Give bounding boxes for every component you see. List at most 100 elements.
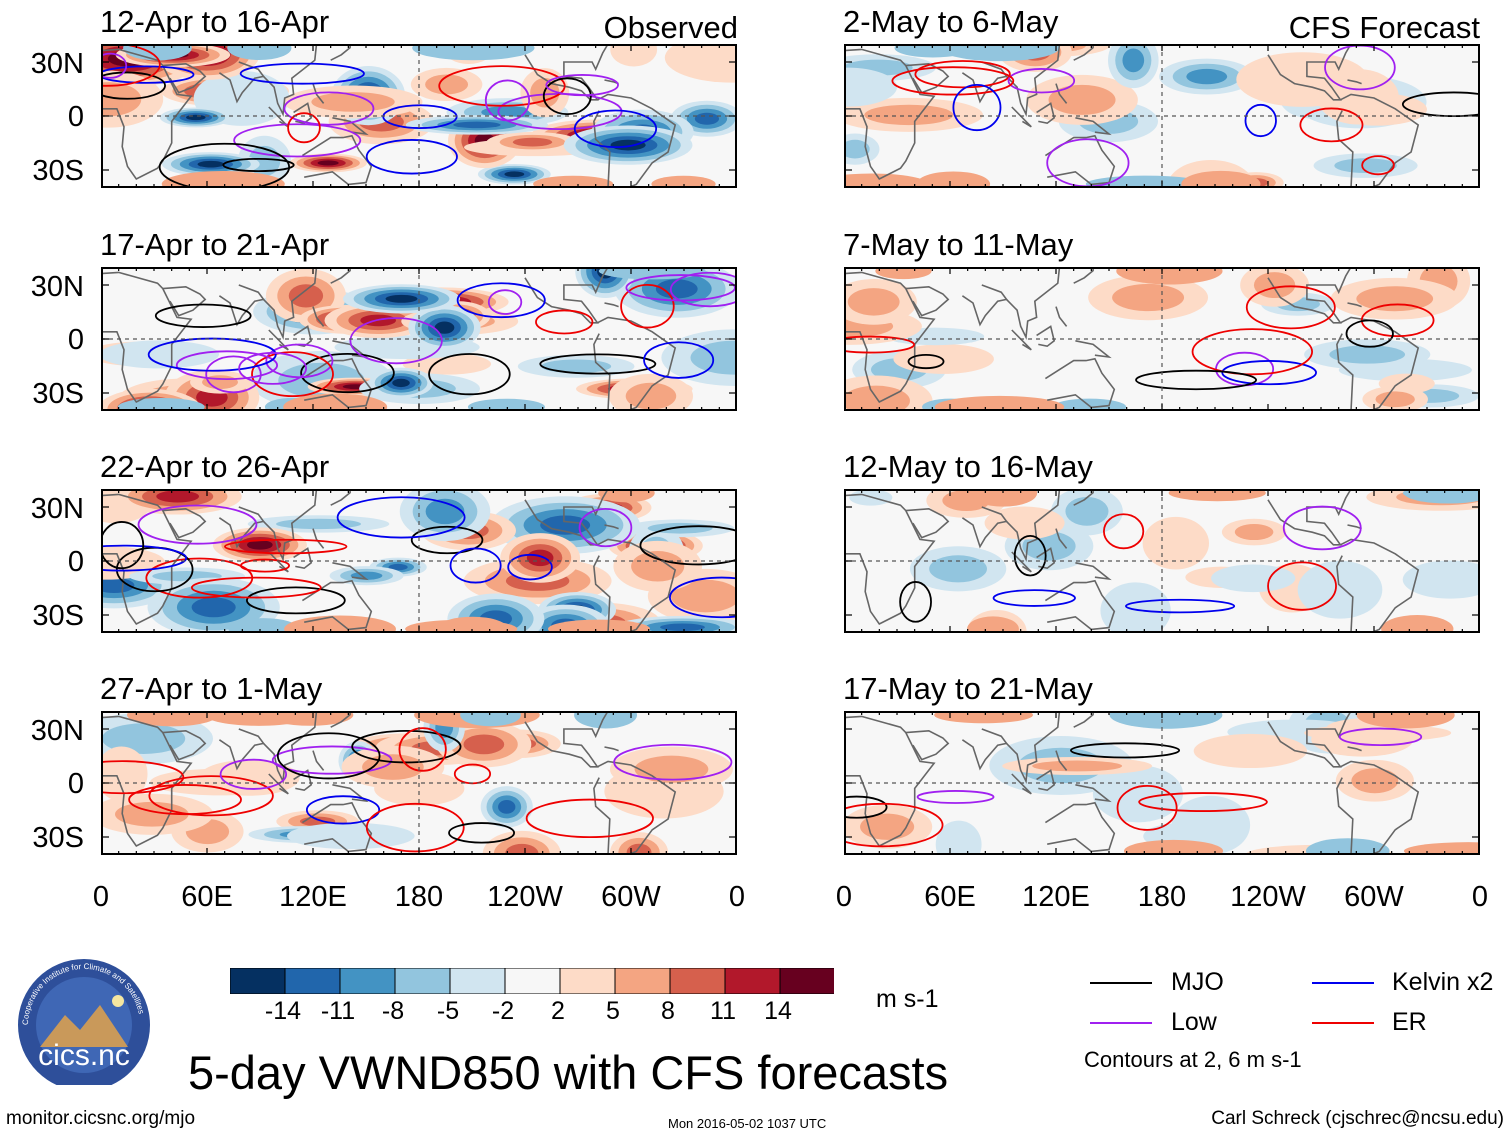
footer-timestamp: Mon 2016-05-02 1037 UTC bbox=[668, 1116, 827, 1131]
positive-anomaly bbox=[1048, 84, 1116, 115]
coastline bbox=[524, 267, 609, 324]
positive-anomaly bbox=[1375, 391, 1415, 408]
coastline bbox=[905, 507, 950, 539]
panel-title-fc-3: 12-May to 16-May bbox=[843, 449, 1093, 484]
map-panel-forecast-4 bbox=[844, 711, 1480, 855]
negative-anomaly bbox=[610, 139, 646, 151]
low-contour bbox=[283, 91, 375, 126]
edge-anomaly bbox=[969, 489, 1038, 507]
map-panel-forecast-3 bbox=[844, 489, 1480, 633]
low-contour bbox=[349, 317, 443, 365]
colorbar-tick-label: 14 bbox=[764, 997, 792, 1025]
lat-label: 30S bbox=[32, 822, 84, 854]
positive-anomaly bbox=[463, 734, 505, 755]
negative-anomaly bbox=[844, 139, 870, 159]
er-contour bbox=[101, 44, 161, 87]
lon-label: 0 bbox=[835, 881, 853, 913]
lat-label: 30S bbox=[32, 155, 84, 187]
negative-anomaly bbox=[101, 340, 220, 369]
coastline bbox=[905, 285, 950, 317]
low-contour bbox=[578, 507, 633, 548]
mjo-contour bbox=[907, 353, 945, 370]
coastline bbox=[1336, 316, 1420, 411]
coastline bbox=[593, 93, 677, 188]
low-contour bbox=[487, 289, 523, 315]
er-contour bbox=[844, 335, 915, 354]
coastline bbox=[961, 728, 1008, 771]
kelvin-contour bbox=[643, 341, 715, 379]
positive-anomaly bbox=[664, 44, 737, 83]
footer-url[interactable]: monitor.cicsnc.org/mjo bbox=[6, 1108, 196, 1129]
map-panel-observed-1 bbox=[101, 44, 737, 188]
er-contour bbox=[251, 351, 334, 398]
mjo-contour bbox=[639, 525, 737, 566]
er-contour bbox=[891, 66, 1015, 96]
coastline bbox=[301, 357, 373, 409]
coastline bbox=[268, 773, 289, 795]
negative-anomaly bbox=[186, 114, 206, 121]
er-contour bbox=[101, 760, 185, 795]
coastline bbox=[1055, 83, 1068, 104]
edge-anomaly bbox=[875, 267, 932, 280]
positive-anomaly bbox=[860, 813, 915, 840]
kelvin-contour bbox=[336, 496, 466, 539]
negative-anomaly bbox=[694, 112, 720, 125]
kelvin-contour bbox=[992, 589, 1076, 607]
mjo-contour bbox=[1135, 369, 1257, 391]
coastline bbox=[844, 493, 936, 626]
negative-anomaly bbox=[434, 321, 455, 334]
negative-anomaly bbox=[101, 723, 186, 754]
coastline bbox=[1347, 79, 1362, 85]
low-contour bbox=[219, 758, 288, 790]
negative-anomaly bbox=[498, 799, 516, 814]
coastline bbox=[593, 316, 677, 411]
kelvin-contour bbox=[1221, 360, 1317, 386]
low-contour bbox=[545, 74, 619, 97]
coastline bbox=[218, 61, 265, 104]
chart-title: 5-day VWND850 with CFS forecasts bbox=[188, 1046, 949, 1099]
edge-anomaly bbox=[1356, 711, 1455, 729]
edge-anomaly bbox=[1402, 489, 1480, 502]
er-contour bbox=[1299, 107, 1364, 143]
er-contour bbox=[914, 60, 1011, 89]
low-contour bbox=[613, 743, 733, 781]
edge-anomaly bbox=[1403, 842, 1480, 855]
coastline bbox=[1336, 760, 1420, 855]
kelvin-contour bbox=[507, 553, 553, 581]
lon-label: 0 bbox=[728, 881, 746, 913]
coastline bbox=[101, 271, 193, 404]
edge-anomaly bbox=[412, 44, 535, 61]
positive-anomaly bbox=[670, 579, 737, 613]
negative-anomaly bbox=[1297, 560, 1383, 619]
kelvin-contour bbox=[669, 576, 737, 619]
negative-anomaly bbox=[1186, 68, 1228, 85]
mjo-contour bbox=[448, 822, 516, 844]
positive-anomaly bbox=[115, 801, 189, 827]
er-contour bbox=[438, 65, 566, 107]
coastline bbox=[293, 769, 313, 792]
colorbar-swatch bbox=[230, 968, 286, 994]
edge-anomaly bbox=[1168, 489, 1266, 502]
low-contour bbox=[271, 745, 393, 775]
negative-anomaly bbox=[453, 121, 501, 129]
coastline bbox=[262, 267, 318, 341]
negative-anomaly bbox=[1334, 158, 1397, 174]
positive-anomaly bbox=[101, 746, 148, 802]
mjo-contour bbox=[351, 729, 462, 764]
coastline bbox=[162, 507, 207, 539]
panel-title-obs-2: 17-Apr to 21-Apr bbox=[100, 227, 330, 262]
colorbar-tick-label: 8 bbox=[661, 997, 675, 1025]
legend-label-kelvin: Kelvin x2 bbox=[1392, 968, 1494, 996]
coastline bbox=[1036, 102, 1056, 125]
map-panel-forecast-1 bbox=[844, 44, 1480, 188]
coastline bbox=[162, 285, 207, 317]
lat-label: 30N bbox=[30, 493, 84, 525]
low-contour bbox=[233, 123, 362, 158]
coastline bbox=[262, 489, 318, 563]
low-contour bbox=[669, 271, 737, 308]
colorbar-tick-label: 5 bbox=[606, 997, 620, 1025]
edge-anomaly bbox=[1381, 615, 1454, 633]
negative-anomaly bbox=[1122, 48, 1145, 73]
negative-anomaly bbox=[481, 106, 534, 119]
lon-label: 60W bbox=[601, 881, 661, 913]
